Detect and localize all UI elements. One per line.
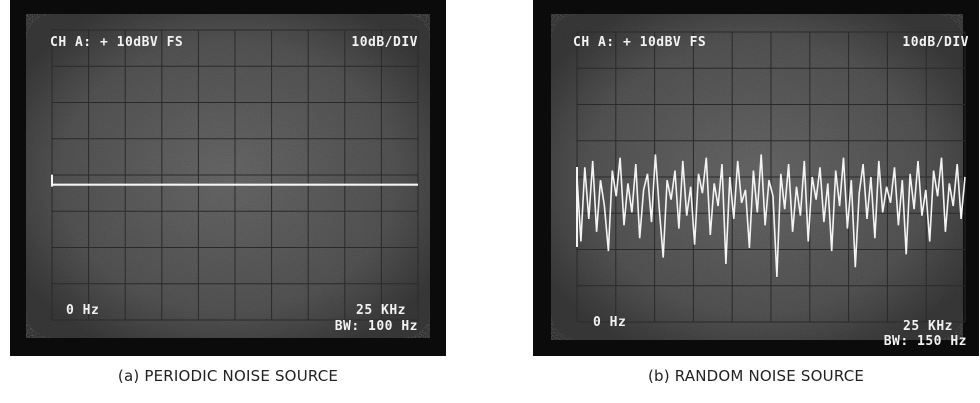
footer-right-freq: 25 KHz — [903, 319, 953, 334]
spectrum-screen-b: CH A: + 10dBV FS 10dB/DIV 0 Hz 25 KHz BW… — [533, 0, 979, 356]
panel-periodic-noise: CH A: + 10dBV FS 10dB/DIV 0 Hz 25 KHz BW… — [10, 0, 446, 403]
crt-screen — [26, 14, 430, 338]
panel-random-noise: CH A: + 10dBV FS 10dB/DIV 0 Hz 25 KHz BW… — [533, 0, 979, 403]
header-right: 10dB/DIV — [351, 35, 418, 50]
caption-a: (a) PERIODIC NOISE SOURCE — [117, 367, 339, 385]
footer-right-bw: BW: 100 Hz — [335, 319, 418, 334]
footer-left: 0 Hz — [593, 315, 626, 330]
header-right: 10dB/DIV — [902, 35, 969, 50]
footer-right-bw: BW: 150 Hz — [884, 334, 967, 349]
caption-b: (b) RANDOM NOISE SOURCE — [647, 367, 865, 385]
footer-left: 0 Hz — [66, 303, 99, 318]
footer-right-freq: 25 KHz — [356, 303, 406, 318]
header-left: CH A: + 10dBV FS — [50, 35, 183, 50]
spectrum-screen-a: CH A: + 10dBV FS 10dB/DIV 0 Hz 25 KHz BW… — [10, 0, 446, 356]
header-left: CH A: + 10dBV FS — [573, 35, 706, 50]
trace-line — [576, 154, 966, 277]
graticule — [51, 29, 419, 321]
